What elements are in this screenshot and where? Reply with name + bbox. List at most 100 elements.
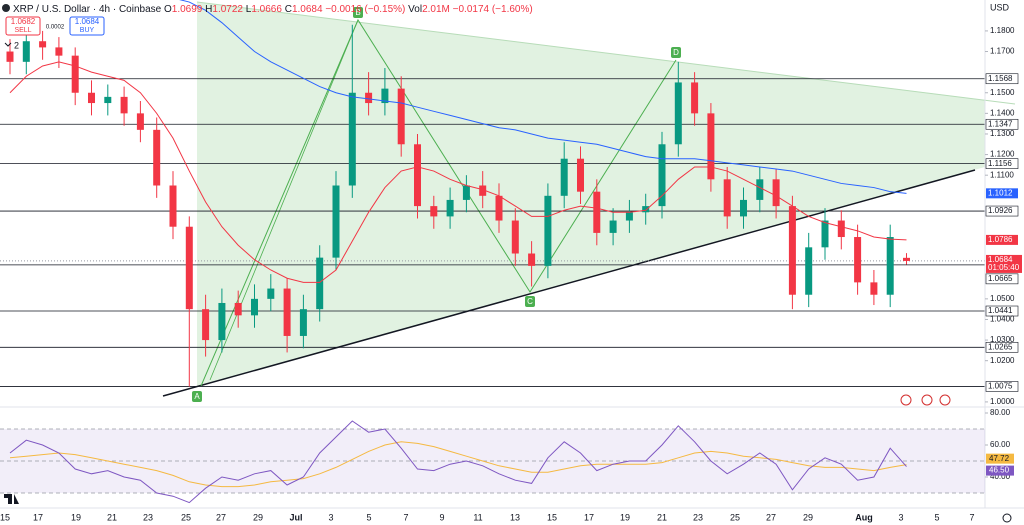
- buy-label[interactable]: BUY: [80, 27, 95, 34]
- x-tick-label: 17: [33, 512, 43, 522]
- sell-price[interactable]: 1.0682: [11, 17, 36, 26]
- x-tick-label: 25: [181, 512, 191, 522]
- candle-body: [886, 237, 894, 295]
- y-tick-label: 1.1800: [990, 26, 1015, 35]
- rsi-label: 47.72: [989, 454, 1010, 463]
- x-tick-label: 27: [216, 512, 226, 522]
- candle-body: [185, 226, 193, 310]
- x-tick-label: 19: [71, 512, 81, 522]
- event-flag[interactable]: [921, 394, 933, 406]
- candle-body: [805, 247, 813, 295]
- ma-label: 1.0786: [988, 235, 1013, 244]
- y-tick-label: 1.1100: [990, 170, 1014, 179]
- pattern-label: A: [194, 392, 200, 401]
- x-tick-label: 15: [0, 512, 10, 522]
- settings-icon[interactable]: [1002, 513, 1012, 523]
- candle-body: [740, 199, 747, 217]
- sell-label[interactable]: SELL: [14, 27, 31, 34]
- y-tick-label: 40.00: [990, 472, 1011, 481]
- level-label: 1.1156: [988, 159, 1012, 168]
- rsi-line: [9, 441, 907, 488]
- event-flag[interactable]: [900, 394, 912, 406]
- level-label-box: [985, 273, 1019, 285]
- level-label: 1.0265: [988, 342, 1013, 351]
- candle-body: [430, 206, 438, 217]
- level-label-box: [985, 341, 1019, 353]
- candle-body: [88, 92, 95, 104]
- candle-body: [55, 47, 63, 56]
- level-label: 1.1568: [988, 74, 1013, 83]
- level-label-box: [985, 381, 1019, 392]
- ma-label-box: [986, 188, 1018, 199]
- pattern-label: B: [355, 8, 360, 17]
- lower-trendline: [162, 169, 976, 397]
- x-tick-label: 29: [253, 512, 263, 522]
- candle-body: [397, 88, 405, 145]
- candle-body: [577, 158, 584, 192]
- x-tick-label: 17: [584, 512, 594, 522]
- rsi-label-box: [986, 465, 1014, 476]
- abcd-zigzag: [200, 18, 677, 387]
- candle-body: [104, 96, 112, 104]
- ohlc-value: 1.0684: [292, 4, 323, 15]
- buy-price[interactable]: 1.0684: [75, 17, 100, 26]
- candle-body: [772, 179, 780, 207]
- candle-body: [707, 113, 715, 180]
- candle-body: [788, 206, 796, 295]
- ohlc-value: 1.0666: [251, 4, 282, 15]
- y-tick-label: 1.1300: [990, 129, 1015, 138]
- moving-average: [179, 0, 907, 194]
- candle-body: [365, 92, 373, 104]
- x-tick-label: 23: [693, 512, 703, 522]
- level-label-box: [985, 158, 1019, 169]
- candle-body: [120, 96, 128, 114]
- zigzag-extra: [209, 19, 359, 381]
- candle-body: [153, 129, 161, 186]
- candle-body: [267, 288, 275, 299]
- candle-body: [283, 288, 291, 336]
- current-price-box: [986, 254, 1022, 273]
- candle-body: [609, 220, 617, 233]
- pattern-label-box: [671, 47, 681, 58]
- x-tick-label: 7: [403, 512, 408, 522]
- candle-body: [870, 282, 878, 295]
- candle-body: [642, 206, 650, 213]
- buy-button[interactable]: [69, 16, 105, 36]
- candle-body: [234, 302, 242, 316]
- rsi-line: [9, 420, 907, 504]
- symbol-icon: [2, 4, 10, 12]
- candle-body: [414, 144, 421, 207]
- y-tick-label: 1.1700: [990, 47, 1015, 56]
- indicators-count[interactable]: 2: [14, 40, 19, 50]
- event-flag[interactable]: [939, 394, 951, 406]
- y-tick-label: 60.00: [990, 440, 1011, 449]
- candle-body: [837, 220, 845, 238]
- x-tick-label: Aug: [855, 512, 873, 522]
- candle-body: [674, 82, 682, 145]
- candle-body: [169, 185, 177, 227]
- level-label: 1.1347: [988, 119, 1013, 128]
- y-tick-label: 1.1400: [990, 108, 1015, 117]
- candle-body: [625, 212, 633, 221]
- volume-change: −0.0174 (−1.60%): [453, 4, 533, 15]
- event-flags[interactable]: [900, 394, 951, 406]
- symbol-title: XRP / U.S. Dollar · 4h · Coinbase: [13, 4, 162, 15]
- candle-body: [528, 253, 536, 266]
- candle-body: [903, 257, 910, 261]
- moving-averages: [9, 0, 907, 283]
- level-label: 1.0441: [988, 306, 1013, 315]
- rsi-label-box: [986, 453, 1014, 464]
- candle-body: [251, 298, 258, 316]
- collapse-icon[interactable]: [4, 42, 12, 47]
- candle-body: [723, 179, 731, 217]
- change: −0.0016 (−0.15%): [325, 4, 405, 15]
- x-tick-label: 21: [107, 512, 117, 522]
- level-label-box: [985, 205, 1019, 217]
- candle-body: [39, 41, 47, 48]
- ohlc-key: L: [246, 4, 252, 15]
- ohlc-value: 1.0722: [212, 4, 243, 15]
- volume-key: Vol: [408, 4, 422, 15]
- sell-button[interactable]: [5, 16, 41, 36]
